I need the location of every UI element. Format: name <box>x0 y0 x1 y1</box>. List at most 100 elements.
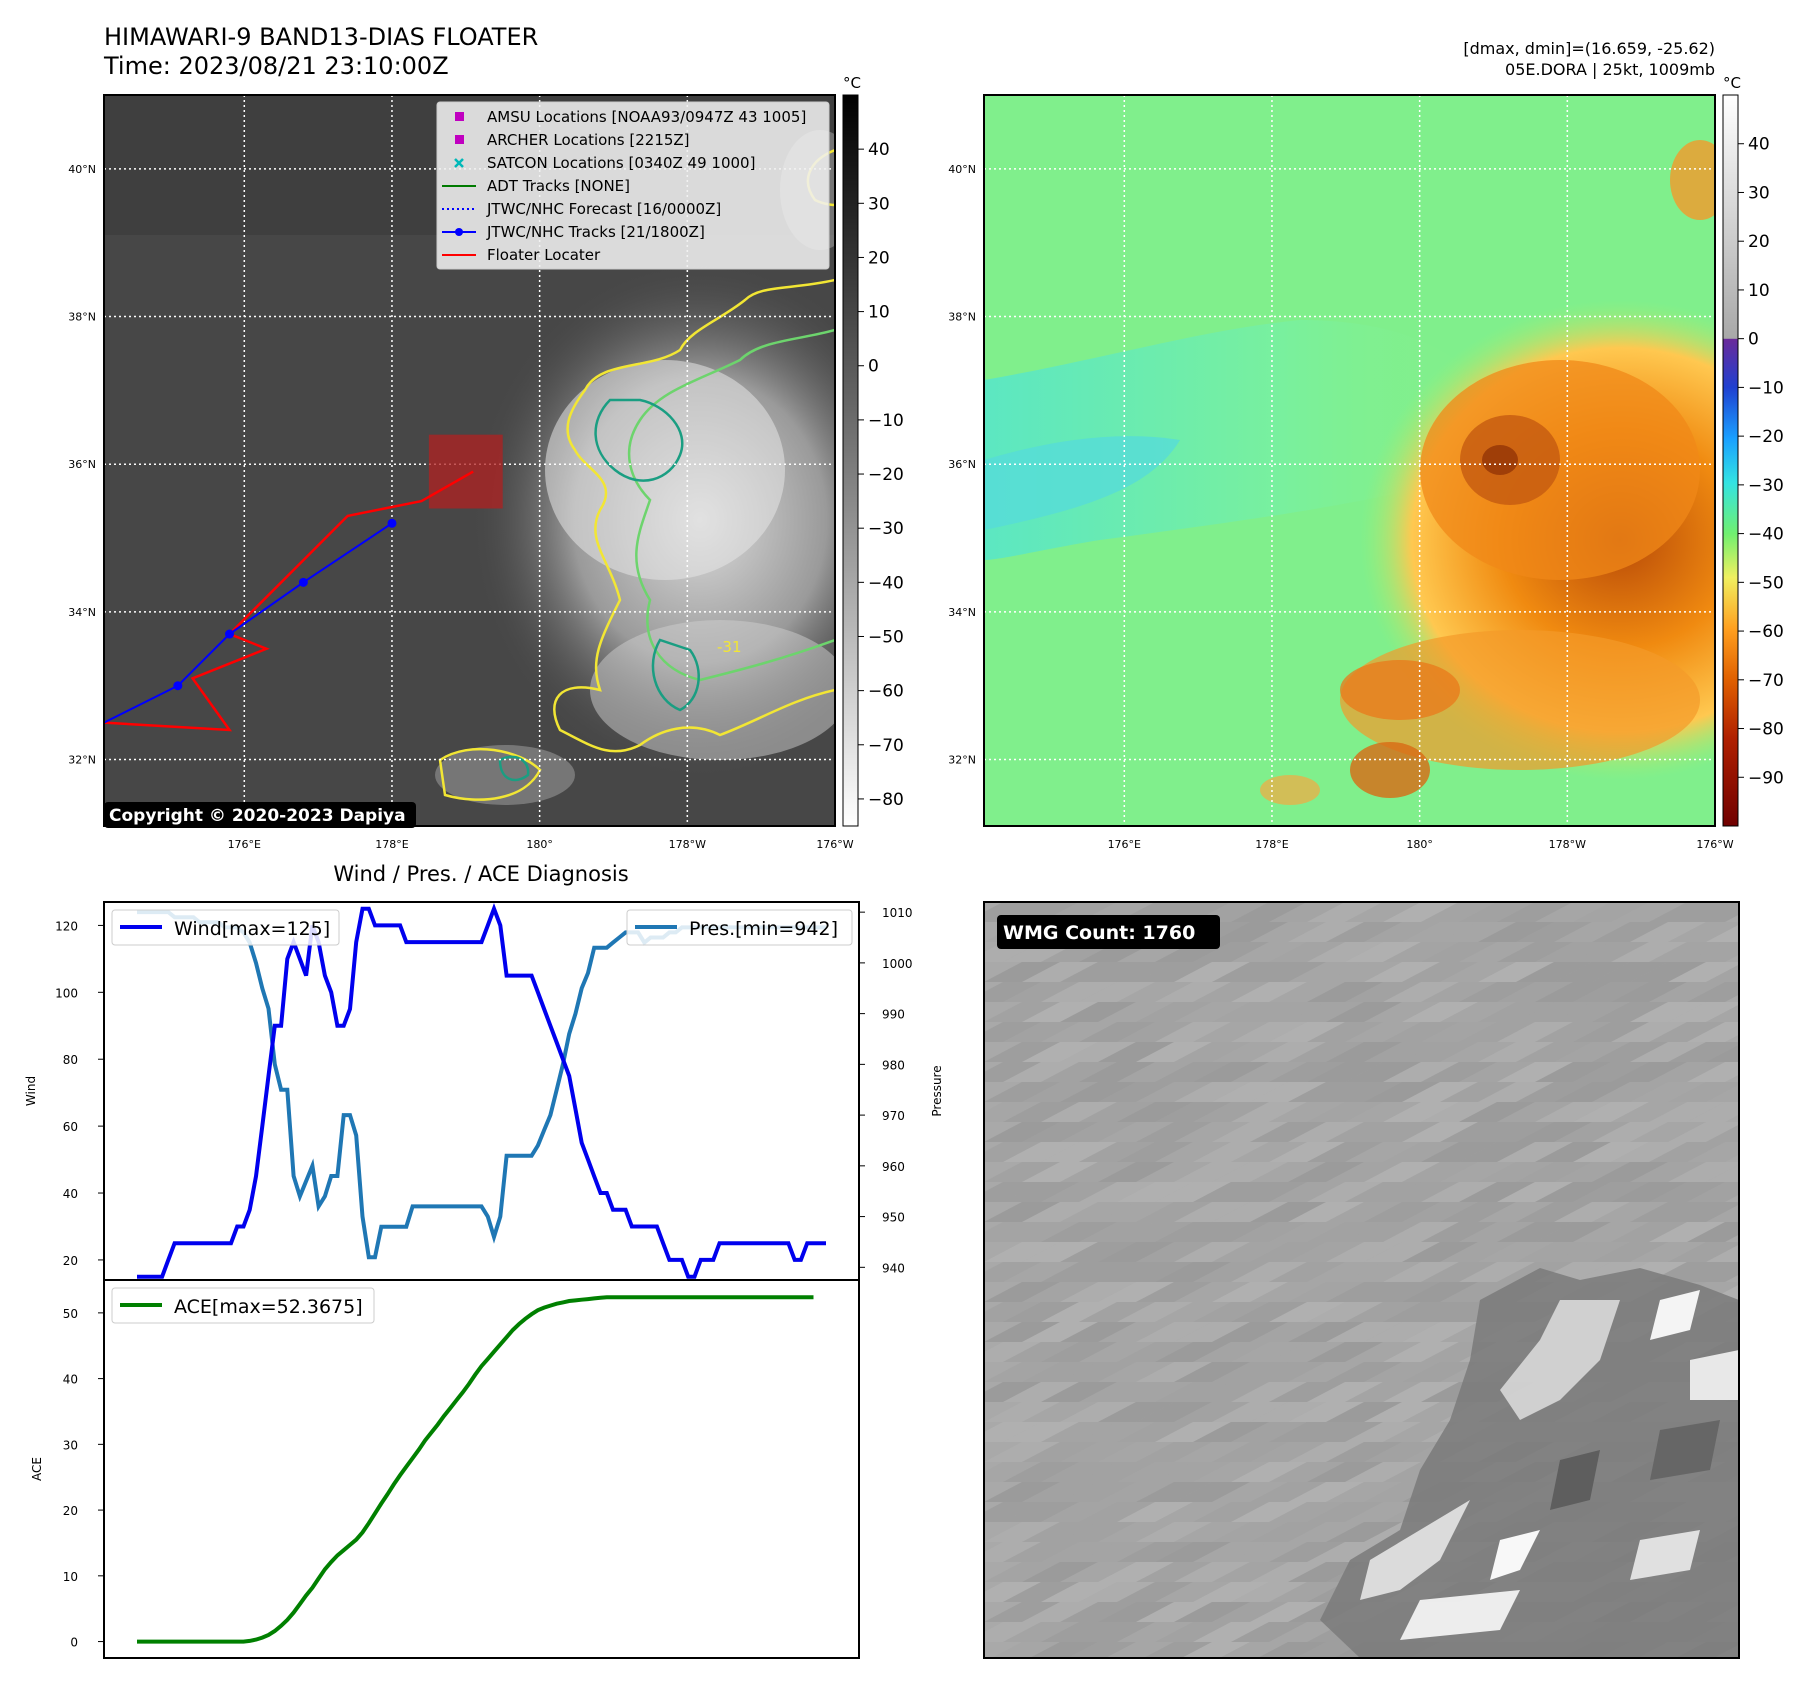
y-tick-label: 40 <box>63 1187 78 1201</box>
wind-y-ticks: 20 40 60 80 100 120 <box>55 919 104 1268</box>
colorbar-tick-label: −40 <box>868 573 904 593</box>
colorbar-tick-label: 40 <box>868 140 890 160</box>
legend-item: Floater Locater <box>442 246 601 264</box>
ir-colorbar <box>842 94 859 827</box>
legend-label: ARCHER Locations [2215Z] <box>487 131 690 149</box>
wmg-panel: WMG Count: 1760 <box>983 901 1740 1659</box>
lat-tick-label: 34°N <box>68 606 96 619</box>
y-tick-label: 30 <box>63 1438 78 1452</box>
colorbar-tick-label: −70 <box>868 736 904 756</box>
wind-ylabel: Wind <box>24 1076 38 1106</box>
colorbar-tick-label: 10 <box>868 303 890 323</box>
contour-label: -31 <box>717 638 742 656</box>
colorbar-tick-label: 0 <box>868 357 879 377</box>
wmg-image <box>984 902 1739 1658</box>
y-tick-label: 980 <box>882 1058 905 1072</box>
enhanced-colorbar-ticks: 40 30 20 10 0 −10 −20 −30 −40 −50 −60 −70 −80 −90 <box>1738 135 1784 788</box>
copyright-badge: Copyright © 2020-2023 Dapiya <box>104 802 416 828</box>
pressure-legend-label: Pres.[min=942] <box>689 918 838 940</box>
y-tick-label: 60 <box>63 1120 78 1134</box>
colorbar-tick-label: 30 <box>1748 183 1770 203</box>
y-tick-label: 970 <box>882 1109 905 1123</box>
lon-tick-label: 176°W <box>1696 838 1733 851</box>
legend-item: SATCON Locations [0340Z 49 1000] <box>454 154 755 172</box>
lon-tick-label: 178°W <box>669 838 706 851</box>
y-tick-label: 940 <box>882 1261 905 1275</box>
y-tick-label: 1010 <box>882 906 913 920</box>
floater-box <box>428 434 503 509</box>
pressure-y-ticks: 940 950 960 970 980 990 1000 1010 <box>859 906 913 1275</box>
legend-square-marker <box>455 135 464 144</box>
enhanced-colorbar <box>1722 94 1739 827</box>
y-tick-label: 0 <box>70 1636 78 1650</box>
colorbar-tick-label: −40 <box>1748 525 1784 545</box>
ir-contours <box>438 148 835 801</box>
ir-legend: AMSU Locations [NOAA93/0947Z 43 1005] ARC… <box>436 101 830 270</box>
legend-item: JTWC/NHC Forecast [16/0000Z] <box>442 200 721 218</box>
ace-ylabel: ACE <box>30 1457 44 1481</box>
lat-tick-label: 34°N <box>948 606 976 619</box>
ace-plot <box>137 1295 814 1644</box>
legend-square-marker <box>455 112 464 121</box>
ace-legend-label: ACE[max=52.3675] <box>174 1296 363 1318</box>
stats-text: [dmax, dmin]=(16.659, -25.62) <box>1463 39 1715 58</box>
legend-label: ADT Tracks [NONE] <box>487 177 630 195</box>
colorbar-tick-label: −10 <box>868 411 904 431</box>
colorbar-tick-label: −60 <box>868 682 904 702</box>
y-tick-label: 120 <box>55 919 78 933</box>
colorbar-tick-label: −80 <box>1748 720 1784 740</box>
lat-tick-label: 40°N <box>68 163 96 176</box>
ir-colorbar-ticks: 40 30 20 10 0 −10 −20 −30 −40 −50 −60 −70 −80 <box>858 140 904 810</box>
legend-x-marker <box>454 158 464 168</box>
wmg-badge <box>997 915 1220 949</box>
pressure-legend: Pres.[min=942] <box>626 909 853 946</box>
enhanced-colorbar-unit: °C <box>1723 74 1741 92</box>
legend-item: ADT Tracks [NONE] <box>442 177 630 195</box>
ir-lat-labels: 40°N 38°N 36°N 34°N 32°N <box>68 163 96 767</box>
enhanced-frame <box>983 94 1716 827</box>
figure-time: Time: 2023/08/21 23:10:00Z <box>103 52 449 80</box>
colorbar-tick-label: −50 <box>1748 573 1784 593</box>
y-tick-label: 950 <box>882 1211 905 1225</box>
wind-frame <box>103 901 860 1281</box>
lat-tick-label: 38°N <box>948 311 976 324</box>
enhanced-lon-labels: 176°E 178°E 180° 178°W 176°W <box>1108 838 1734 851</box>
lon-tick-label: 180° <box>1406 838 1433 851</box>
wind-legend: Wind[max=125] <box>111 909 340 946</box>
enhanced-satellite-panel: 40°N 38°N 36°N 34°N 32°N 176°E 178°E 180° 178°W… <box>948 74 1784 851</box>
enhanced-lat-labels: 40°N 38°N 36°N 34°N 32°N <box>948 163 976 767</box>
y-tick-label: 20 <box>63 1254 78 1268</box>
jtwc-track-point <box>387 518 397 528</box>
floater-track <box>104 470 474 732</box>
figure-title: HIMAWARI-9 BAND13-DIAS FLOATER <box>104 23 538 51</box>
colorbar-tick-label: 20 <box>1748 232 1770 252</box>
lon-tick-label: 178°E <box>375 838 408 851</box>
colorbar-tick-label: −20 <box>1748 427 1784 447</box>
diagnosis-panel: Wind / Pres. / ACE Diagnosis 20406080100… <box>24 862 944 1659</box>
y-tick-label: 20 <box>63 1504 78 1518</box>
lat-tick-label: 38°N <box>68 311 96 324</box>
lon-tick-label: 180° <box>526 838 553 851</box>
legend-item: AMSU Locations [NOAA93/0947Z 43 1005] <box>455 108 806 126</box>
colorbar-tick-label: 40 <box>1748 135 1770 155</box>
ir-colorbar-unit: °C <box>843 74 861 92</box>
ace-y-ticks: 0 10 20 30 40 50 <box>63 1307 104 1650</box>
jtwc-track-points <box>173 518 397 691</box>
y-tick-label: 50 <box>63 1307 78 1321</box>
pressure-series-line <box>137 910 826 1260</box>
enhanced-image <box>984 95 1715 826</box>
y-tick-label: 10 <box>63 1570 78 1584</box>
wind-pressure-plot <box>137 902 826 1279</box>
colorbar-tick-label: −30 <box>1748 476 1784 496</box>
lon-tick-label: 178°W <box>1549 838 1586 851</box>
y-tick-label: 1000 <box>882 957 913 971</box>
y-tick-label: 80 <box>63 1053 78 1067</box>
legend-label: JTWC/NHC Tracks [21/1800Z] <box>486 223 705 241</box>
storm-text: 05E.DORA | 25kt, 1009mb <box>1505 60 1715 79</box>
y-tick-label: 990 <box>882 1008 905 1022</box>
jtwc-track-point <box>298 577 308 587</box>
lat-tick-label: 32°N <box>68 754 96 767</box>
colorbar-tick-label: 20 <box>868 248 890 268</box>
lat-tick-label: 32°N <box>948 754 976 767</box>
